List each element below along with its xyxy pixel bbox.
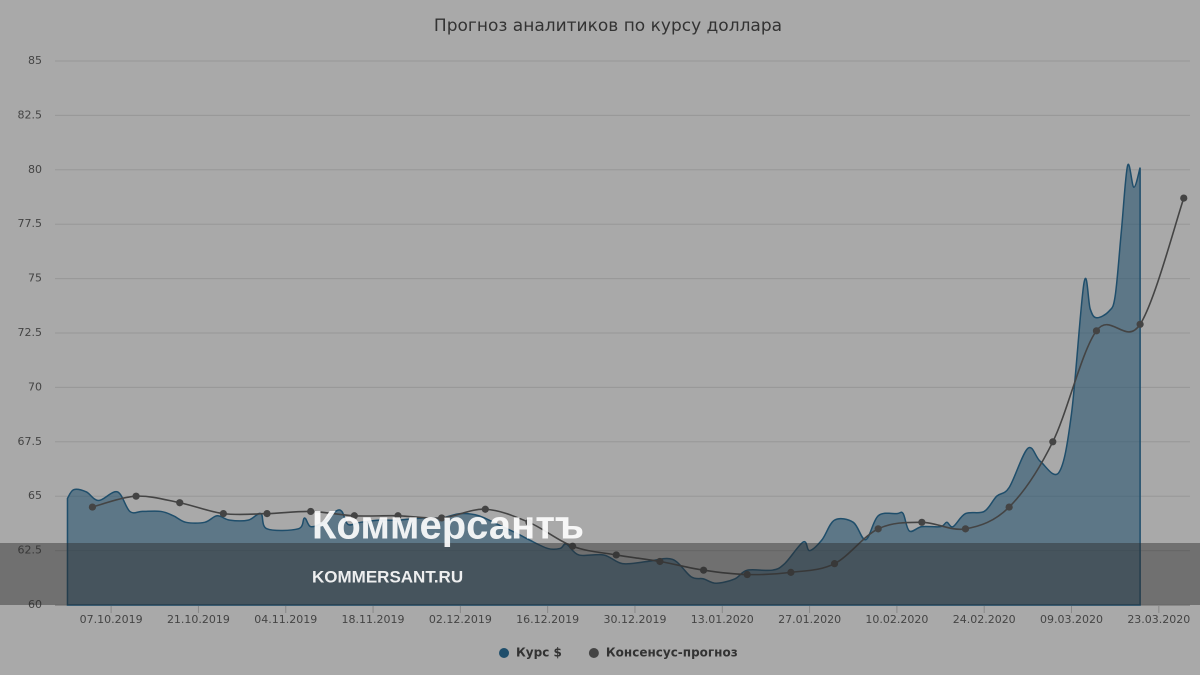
- y-tick-label: 72.5: [18, 326, 43, 339]
- watermark: Коммерсантъ: [312, 504, 584, 548]
- legend-marker: [588, 648, 599, 658]
- point: [1136, 320, 1144, 328]
- point: [656, 557, 664, 566]
- point: [699, 566, 708, 574]
- point: [830, 560, 839, 568]
- x-tick-label: 02.12.2019: [429, 613, 492, 626]
- point: [787, 568, 795, 576]
- x-tick-label: 07.10.2019: [80, 613, 143, 626]
- x-tick-label: 27.01.2020: [778, 613, 841, 626]
- point: [525, 518, 533, 526]
- point: [219, 510, 227, 518]
- x-tick-label: 24.02.2020: [953, 613, 1016, 626]
- point: [1180, 194, 1188, 202]
- chart-title: Прогноз аналитиков по курсу доллара: [434, 16, 782, 36]
- point: [350, 512, 358, 520]
- point: [438, 514, 446, 522]
- y-tick-label: 70: [28, 380, 42, 393]
- legend-marker: [499, 648, 509, 658]
- legend-label: Курс $: [516, 646, 562, 660]
- point: [394, 512, 402, 520]
- x-tick-label: 10.02.2020: [865, 613, 928, 626]
- point: [569, 542, 577, 550]
- point: [612, 551, 620, 559]
- point: [874, 525, 882, 533]
- y-tick-label: 82.5: [18, 108, 43, 121]
- point: [481, 505, 489, 513]
- point: [263, 510, 271, 518]
- point: [1092, 327, 1101, 335]
- point: [1049, 438, 1057, 446]
- y-tick-label: 67.5: [18, 435, 43, 448]
- point: [132, 492, 140, 500]
- y-tick-label: 65: [28, 489, 42, 502]
- y-tick-label: 80: [28, 163, 42, 176]
- y-tick-label: 62.5: [18, 544, 43, 557]
- point: [307, 507, 315, 516]
- point: [743, 570, 751, 579]
- watermark-band: [0, 543, 1200, 605]
- point: [918, 518, 926, 526]
- legend-label: Консенсус-прогноз: [606, 646, 738, 660]
- x-tick-label: 16.12.2019: [516, 613, 579, 626]
- y-tick-label: 75: [28, 272, 42, 285]
- x-tick-label: 23.03.2020: [1127, 613, 1190, 626]
- y-tick-label: 77.5: [18, 217, 43, 230]
- y-tick-label: 85: [28, 54, 42, 67]
- y-tick-label: 60: [28, 598, 42, 611]
- x-tick-label: 09.03.2020: [1040, 613, 1103, 626]
- x-tick-label: 21.10.2019: [167, 613, 230, 626]
- area: [66, 163, 1141, 606]
- x-tick-label: 30.12.2019: [603, 613, 666, 626]
- point: [176, 499, 184, 507]
- point: [1005, 503, 1013, 511]
- x-tick-label: 04.11.2019: [254, 613, 317, 626]
- x-tick-label: 18.11.2019: [342, 613, 405, 626]
- point: [961, 525, 970, 533]
- point: [88, 503, 97, 511]
- watermark: KOMMERSANT.RU: [312, 567, 463, 586]
- x-tick-label: 13.01.2020: [691, 613, 754, 626]
